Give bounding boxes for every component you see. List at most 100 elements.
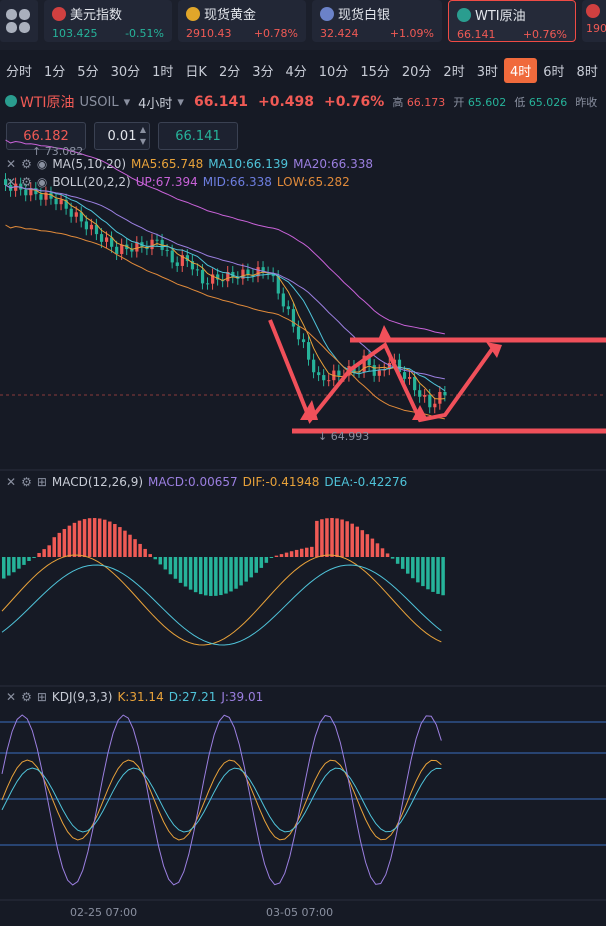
macd-bar (183, 557, 188, 587)
buy-price-box[interactable]: 66.141 (158, 122, 238, 150)
macd-bar (82, 519, 87, 557)
macd-bar (103, 519, 107, 557)
period-5[interactable]: 日K (185, 64, 207, 80)
period-12[interactable]: 2时 (443, 64, 465, 80)
settings-icon[interactable]: ⚙ (21, 475, 32, 489)
macd-bar (259, 557, 264, 568)
macd-bar (239, 557, 243, 586)
symbol-name[interactable]: WTI原油 (20, 95, 75, 111)
quote-card-silver[interactable]: 现货白银 32.424 +1.09% (312, 0, 442, 42)
eye-icon[interactable]: ◉ (36, 157, 48, 171)
candle-body (115, 246, 119, 254)
period-15[interactable]: 6时 (543, 64, 565, 80)
switch-icon[interactable]: ⊞ (36, 475, 47, 489)
period-0[interactable]: 分时 (6, 64, 33, 80)
macd-bar (108, 521, 112, 557)
candle-body (4, 179, 8, 185)
candle-body (402, 372, 407, 379)
settings-icon[interactable]: ⚙ (21, 175, 32, 189)
macd-bar (320, 519, 324, 557)
macd-bar (92, 518, 97, 557)
close-icon[interactable]: ✕ (6, 690, 17, 704)
period-8[interactable]: 4分 (285, 64, 307, 80)
macd-bar (168, 557, 173, 575)
period-16[interactable]: 8时 (576, 64, 598, 80)
period-13[interactable]: 3时 (476, 64, 498, 80)
high-mark-label: ↑ 73.082 (32, 145, 84, 158)
eye-icon[interactable]: ◉ (36, 175, 48, 189)
candle-body (59, 199, 63, 205)
settings-icon[interactable]: ⚙ (21, 690, 32, 704)
price-change: +0.498 (257, 94, 314, 110)
symbol-code[interactable]: USOIL (79, 94, 119, 110)
candle-body (246, 269, 250, 275)
lot-size-input[interactable]: 0.01 ▲ ▼ (94, 122, 150, 150)
macd-bar (42, 549, 46, 557)
macd-bar (77, 520, 82, 557)
macd-bar (284, 552, 289, 557)
candle-body (105, 237, 109, 242)
period-3[interactable]: 30分 (110, 64, 141, 80)
candle-body (190, 261, 195, 270)
quote-name: WTI原油 (475, 9, 526, 24)
macd-bar (198, 557, 203, 595)
period-dropdown[interactable]: 4小时 (138, 96, 173, 112)
boll-label: BOLL(20,2,2) (52, 175, 131, 189)
j-line (1, 714, 442, 886)
kdj-legend: ✕ ⚙ ⊞ KDJ(9,3,3) K:31.14 D:27.21 J:39.01 (6, 690, 263, 704)
chevron-down-icon[interactable]: ▾ (177, 94, 184, 110)
macd-bar (193, 557, 198, 593)
sell-price-box[interactable]: 66.182 (6, 122, 86, 150)
period-1[interactable]: 1分 (44, 64, 66, 80)
quote-card-partial[interactable]: 190 (582, 0, 606, 42)
settings-icon[interactable]: ⚙ (21, 157, 32, 171)
high-value: 66.173 (406, 96, 446, 109)
candle-body (110, 237, 114, 247)
symbol-info-row: WTI原油 USOIL ▾ 4小时 ▾ 66.141 +0.498 +0.76%… (0, 90, 606, 114)
candle-body (49, 192, 53, 199)
candle-body (89, 224, 94, 230)
quote-card-gold[interactable]: 现货黄金 2910.43 +0.78% (178, 0, 306, 42)
period-4[interactable]: 1时 (152, 64, 174, 80)
period-2[interactable]: 5分 (77, 64, 99, 80)
macd-bar (17, 557, 21, 569)
period-14[interactable]: 4时 (503, 57, 538, 83)
candle-body (337, 370, 341, 376)
quote-bar: 美元指数 103.425 -0.51% 现货黄金 2910.43 +0.78% 现货… (0, 0, 606, 50)
macd-bar (22, 557, 26, 565)
candle-body (413, 377, 417, 391)
candle-body (387, 363, 391, 370)
macd-bar (72, 522, 77, 557)
close-icon[interactable]: ✕ (6, 475, 17, 489)
macd-bar (299, 548, 304, 557)
quote-change: -0.51% (125, 27, 164, 40)
candle-body (322, 375, 326, 381)
quote-card-usd-index[interactable]: 美元指数 103.425 -0.51% (44, 0, 172, 42)
close-icon[interactable]: ✕ (6, 175, 17, 189)
low-label: 低 (514, 96, 526, 109)
candle-body (428, 395, 432, 408)
ma10-value: MA10:66.139 (208, 157, 289, 171)
switch-icon[interactable]: ⊞ (36, 690, 47, 704)
candle-body (195, 269, 200, 271)
period-11[interactable]: 20分 (401, 64, 432, 80)
period-6[interactable]: 2分 (218, 64, 241, 80)
candle-body (307, 342, 311, 360)
macd-bar (395, 557, 400, 564)
period-7[interactable]: 3分 (252, 64, 274, 80)
quote-card-wti[interactable]: WTI原油 66.141 +0.76% (448, 0, 576, 42)
app-menu-icon[interactable] (0, 0, 38, 42)
period-10[interactable]: 15分 (360, 64, 390, 80)
period-9[interactable]: 10分 (318, 64, 349, 80)
close-icon[interactable]: ✕ (6, 157, 17, 171)
macd-bar (67, 525, 72, 557)
stepper-icon[interactable]: ▲ ▼ (139, 125, 146, 146)
macd-bar (335, 518, 339, 557)
candle-body (443, 392, 447, 396)
arrow-head-icon (378, 325, 392, 340)
low-mark-label: ↓ 64.993 (318, 430, 370, 443)
candle-body (216, 274, 220, 280)
candle-body (296, 326, 301, 340)
chevron-down-icon[interactable]: ▾ (123, 94, 131, 110)
